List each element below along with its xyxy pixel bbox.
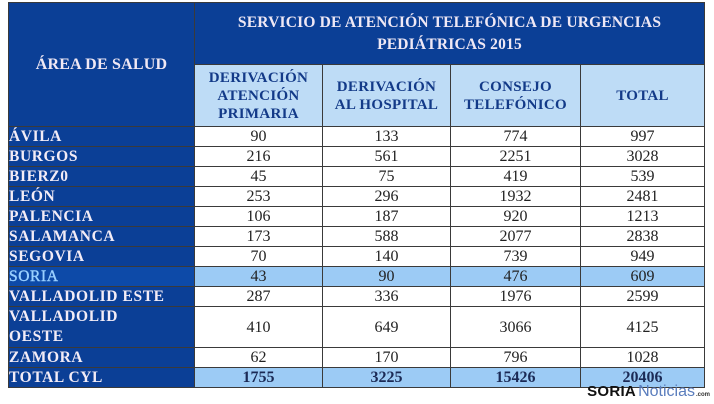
cell-atencion-primaria: 90 [194, 126, 323, 147]
area-name: BURGOS [8, 146, 195, 167]
area-name: LEÓN [8, 186, 195, 207]
cell-total: 1028 [579, 347, 706, 368]
col-header-line: PRIMARIA [218, 105, 299, 122]
soria-noticias-logo: SORIA Noticias .com [587, 383, 710, 401]
total-atencion-primaria: 1755 [194, 367, 323, 388]
logo-suffix: .com [695, 392, 710, 398]
table-row: BURGOS 216 561 2251 3028 [8, 146, 706, 167]
cell-hospital: 90 [322, 266, 451, 287]
area-name: PALENCIA [8, 206, 195, 227]
cell-atencion-primaria: 106 [194, 206, 323, 227]
cell-hospital: 649 [322, 306, 451, 348]
urgencias-pediatricas-table: ÁREA DE SALUD SERVICIO DE ATENCIÓN TELEF… [8, 2, 706, 388]
area-name: SEGOVIA [8, 246, 195, 267]
cell-consejo: 2251 [450, 146, 581, 167]
cell-hospital: 170 [322, 347, 451, 368]
table-row: ZAMORA 62 170 796 1028 [8, 347, 706, 368]
cell-hospital: 561 [322, 146, 451, 167]
column-header-row: DERIVACIÓN ATENCIÓN PRIMARIA DERIVACIÓN … [9, 64, 706, 127]
col-header-line: ATENCIÓN [217, 87, 300, 104]
cell-total: 2599 [579, 286, 706, 307]
cell-atencion-primaria: 43 [194, 266, 323, 287]
area-name-line: VALLADOLID [9, 308, 119, 325]
col-header-line: CONSEJO [479, 78, 552, 95]
cell-atencion-primaria: 410 [194, 306, 323, 348]
cell-consejo: 1976 [450, 286, 581, 307]
table-title: SERVICIO DE ATENCIÓN TELEFÓNICA DE URGEN… [193, 2, 706, 65]
cell-atencion-primaria: 45 [194, 166, 323, 187]
table-row: LEÓN 253 296 1932 2481 [8, 186, 706, 207]
cell-atencion-primaria: 253 [194, 186, 323, 207]
cell-total: 609 [579, 266, 706, 287]
area-name: ÁVILA [8, 126, 195, 147]
col-header-consejo: CONSEJO TELEFÓNICO [450, 64, 581, 127]
col-header-line: AL HOSPITAL [334, 96, 439, 113]
cell-total: 2481 [579, 186, 706, 207]
col-header-line: DERIVACIÓN [208, 69, 309, 86]
cell-consejo: 796 [450, 347, 581, 368]
area-name: SORIA [8, 266, 195, 287]
col-header-line: TELEFÓNICO [463, 96, 568, 113]
cell-consejo: 3066 [450, 306, 581, 348]
cell-total: 949 [579, 246, 706, 267]
cell-total: 1213 [579, 206, 706, 227]
table-row: ÁVILA 90 133 774 997 [8, 126, 706, 147]
cell-total: 3028 [579, 146, 706, 167]
table-row: VALLADOLID OESTE 410 649 3066 4125 [8, 306, 706, 348]
logo-name: Noticias [638, 383, 695, 400]
table-row: BIERZ0 45 75 419 539 [8, 166, 706, 187]
table-row: SALAMANCA 173 588 2077 2838 [8, 226, 706, 247]
cell-hospital: 588 [322, 226, 451, 247]
cell-atencion-primaria: 287 [194, 286, 323, 307]
total-hospital: 3225 [322, 367, 451, 388]
table-row: VALLADOLID ESTE 287 336 1976 2599 [8, 286, 706, 307]
col-header-atencion-primaria: DERIVACIÓN ATENCIÓN PRIMARIA [194, 64, 323, 127]
area-name: ZAMORA [8, 347, 195, 368]
total-total: 20406 [579, 367, 706, 388]
cell-total: 539 [579, 166, 706, 187]
cell-atencion-primaria: 173 [194, 226, 323, 247]
title-line-1: SERVICIO DE ATENCIÓN TELEFÓNICA DE URGEN… [237, 13, 662, 31]
cell-hospital: 187 [322, 206, 451, 227]
cell-atencion-primaria: 70 [194, 246, 323, 267]
cell-consejo: 419 [450, 166, 581, 187]
cell-atencion-primaria: 62 [194, 347, 323, 368]
col-header-total: TOTAL [579, 64, 706, 127]
total-label: TOTAL CYL [8, 367, 195, 388]
total-consejo: 15426 [450, 367, 581, 388]
logo-brand: SORIA [587, 383, 637, 400]
cell-total: 2838 [579, 226, 706, 247]
cell-consejo: 739 [450, 246, 581, 267]
cell-consejo: 476 [450, 266, 581, 287]
area-name: VALLADOLID OESTE [8, 306, 195, 348]
cell-hospital: 75 [322, 166, 451, 187]
cell-consejo: 774 [450, 126, 581, 147]
col-header-line: DERIVACIÓN [336, 78, 437, 95]
title-line-2: PEDIÁTRICAS 2015 [377, 35, 522, 53]
col-header-hospital: DERIVACIÓN AL HOSPITAL [322, 64, 451, 127]
cell-hospital: 133 [322, 126, 451, 147]
area-name: SALAMANCA [8, 226, 195, 247]
cell-hospital: 140 [322, 246, 451, 267]
cell-atencion-primaria: 216 [194, 146, 323, 167]
cell-hospital: 296 [322, 186, 451, 207]
cell-hospital: 336 [322, 286, 451, 307]
table-row: SEGOVIA 70 140 739 949 [8, 246, 706, 267]
cell-total: 4125 [579, 306, 706, 348]
title-row: ÁREA DE SALUD SERVICIO DE ATENCIÓN TELEF… [8, 2, 706, 127]
total-row: TOTAL CYL 1755 3225 15426 20406 [8, 367, 706, 388]
area-header: ÁREA DE SALUD [8, 2, 195, 127]
area-name-line: OESTE [9, 328, 64, 345]
area-name: VALLADOLID ESTE [8, 286, 195, 307]
cell-consejo: 2077 [450, 226, 581, 247]
cell-total: 997 [579, 126, 706, 147]
cell-consejo: 920 [450, 206, 581, 227]
table-row-highlighted-soria: SORIA 43 90 476 609 [8, 266, 706, 287]
cell-consejo: 1932 [450, 186, 581, 207]
table-row: PALENCIA 106 187 920 1213 [8, 206, 706, 227]
area-name: BIERZ0 [8, 166, 195, 187]
